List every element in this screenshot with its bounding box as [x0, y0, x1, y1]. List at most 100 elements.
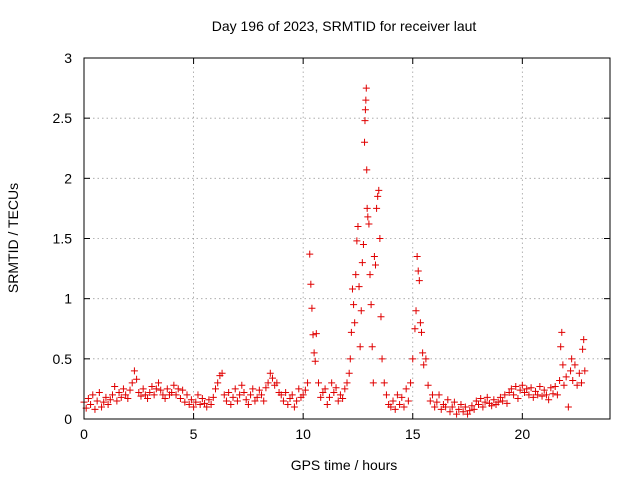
data-point: [371, 261, 379, 269]
data-point: [466, 407, 474, 415]
data-point: [579, 345, 587, 353]
data-point: [431, 403, 439, 411]
data-point: [534, 391, 542, 399]
data-point: [242, 396, 250, 404]
data-point: [558, 328, 566, 336]
data-point: [368, 343, 376, 351]
data-point: [393, 391, 401, 399]
data-point: [412, 307, 420, 315]
data-point: [155, 379, 163, 387]
data-point: [205, 396, 213, 404]
data-point: [488, 402, 496, 410]
data-point: [330, 389, 338, 397]
data-point: [334, 397, 342, 405]
data-point: [139, 385, 147, 393]
data-point: [415, 277, 423, 285]
data-point: [264, 379, 272, 387]
data-point: [387, 403, 395, 411]
data-point: [363, 166, 371, 174]
data-point: [266, 369, 274, 377]
data-point: [457, 401, 465, 409]
data-point: [91, 405, 99, 413]
data-point: [351, 319, 359, 327]
data-point: [435, 391, 443, 399]
data-point: [375, 186, 383, 194]
y-tick-label: 1.5: [53, 231, 73, 247]
data-point: [361, 117, 369, 125]
data-point: [260, 397, 268, 405]
data-point: [115, 389, 123, 397]
data-point: [343, 379, 351, 387]
data-point: [353, 237, 361, 245]
data-point: [352, 271, 360, 279]
data-point: [172, 391, 180, 399]
data-point: [323, 401, 331, 409]
data-point: [233, 397, 241, 405]
data-point: [279, 397, 287, 405]
data-point: [312, 330, 320, 338]
data-point: [159, 391, 167, 399]
data-point: [137, 392, 145, 400]
data-point: [227, 401, 235, 409]
data-point: [124, 395, 132, 403]
data-point: [545, 396, 553, 404]
data-point: [404, 397, 412, 405]
data-point: [540, 386, 548, 394]
data-point: [358, 259, 366, 267]
data-point: [448, 403, 456, 411]
data-point: [433, 398, 441, 406]
data-point: [157, 386, 165, 394]
data-point: [363, 204, 371, 212]
data-point: [547, 384, 555, 392]
data-point: [370, 253, 378, 261]
data-point: [220, 391, 228, 399]
data-point: [450, 398, 458, 406]
data-point: [273, 379, 281, 387]
data-point: [564, 403, 572, 411]
data-point: [218, 369, 226, 377]
x-tick-label: 15: [405, 426, 421, 442]
data-point: [571, 361, 579, 369]
data-point: [455, 405, 463, 413]
data-point: [185, 401, 193, 409]
data-point: [130, 367, 138, 375]
data-point: [293, 397, 301, 405]
data-point: [444, 396, 452, 404]
data-point: [253, 393, 261, 401]
y-axis-label: SRMTID / TECUs: [5, 183, 21, 293]
data-point: [420, 361, 428, 369]
data-point: [366, 271, 374, 279]
data-point: [286, 395, 294, 403]
data-point: [345, 369, 353, 377]
data-point: [251, 397, 259, 405]
data-point: [354, 222, 362, 230]
data-point: [361, 106, 369, 114]
data-point: [409, 355, 417, 363]
y-tick-label: 2: [64, 170, 72, 186]
data-point: [362, 96, 370, 104]
data-point: [559, 361, 567, 369]
data-point: [525, 391, 533, 399]
data-point: [214, 379, 222, 387]
data-point: [179, 386, 187, 394]
data-point: [490, 396, 498, 404]
data-point: [560, 381, 568, 389]
data-point: [176, 395, 184, 403]
data-point: [510, 391, 518, 399]
data-point: [231, 385, 239, 393]
data-point: [152, 385, 160, 393]
data-point: [496, 393, 504, 401]
data-point: [356, 343, 364, 351]
y-tick-label: 2.5: [53, 110, 73, 126]
data-point: [374, 192, 382, 200]
x-tick-label: 20: [515, 426, 531, 442]
data-point: [341, 385, 349, 393]
data-point: [350, 301, 358, 309]
data-point: [516, 386, 524, 394]
data-point: [369, 379, 377, 387]
data-point: [299, 391, 307, 399]
data-point: [128, 379, 136, 387]
data-point: [311, 357, 319, 365]
data-point: [557, 343, 565, 351]
data-point: [562, 373, 570, 381]
